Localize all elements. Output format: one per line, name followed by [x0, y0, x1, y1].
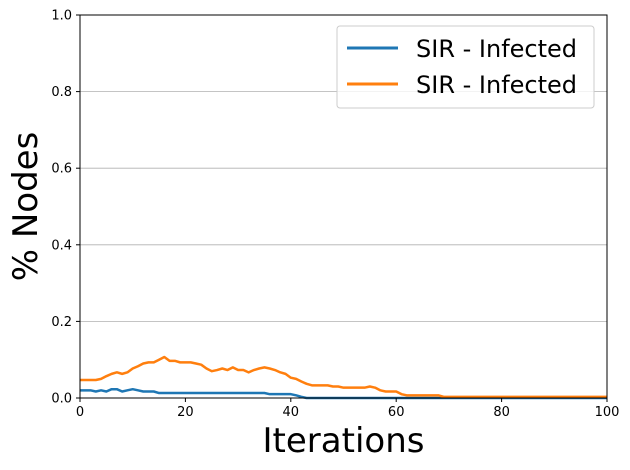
legend-label: SIR - Infected	[416, 71, 577, 99]
x-axis-label: Iterations	[263, 421, 425, 461]
axis-ticks: 0.0 0.2 0.4 0.6 0.8 1.0 0 20 40 60 80 100	[51, 9, 619, 421]
series-line	[80, 355, 607, 399]
series-lines	[80, 355, 607, 400]
y-tick-label: 0.4	[51, 238, 72, 253]
x-tick-label: 100	[595, 405, 620, 420]
y-tick-label: 0.2	[51, 315, 72, 330]
y-tick-label: 1.0	[51, 9, 72, 24]
x-tick-label: 40	[283, 405, 300, 420]
y-axis-label: % Nodes	[6, 132, 46, 282]
x-tick-label: 0	[76, 405, 84, 420]
y-tick-label: 0.6	[51, 162, 72, 177]
y-tick-label: 0.8	[51, 85, 72, 100]
legend-label: SIR - Infected	[416, 35, 577, 63]
y-tick-label: 0.0	[51, 392, 72, 407]
plot-frame	[79, 14, 608, 399]
legend: SIR - Infected SIR - Infected	[336, 25, 595, 109]
x-tick-label: 80	[493, 405, 510, 420]
x-tick-label: 60	[388, 405, 405, 420]
legend-box	[336, 25, 595, 109]
x-tick-label: 20	[177, 405, 194, 420]
